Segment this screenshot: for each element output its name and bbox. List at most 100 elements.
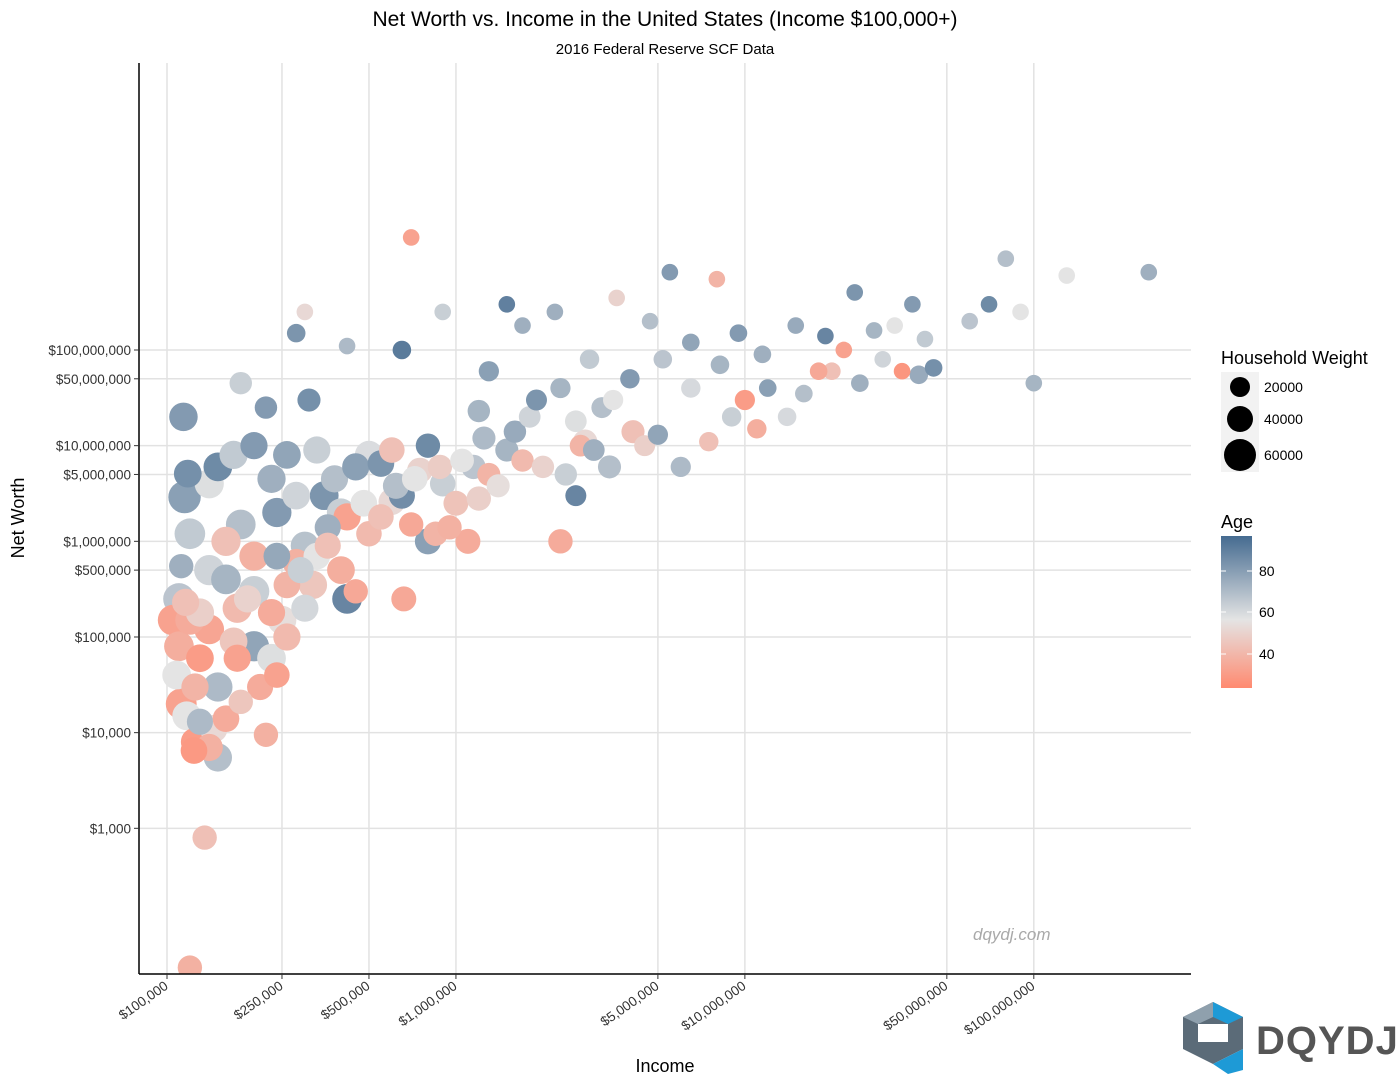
household-point xyxy=(186,644,214,673)
household-point xyxy=(264,662,290,688)
household-point xyxy=(603,389,624,411)
y-tick-label: $500,000 xyxy=(75,563,131,578)
household-point xyxy=(257,598,286,627)
logo-cube-icon xyxy=(1183,1002,1243,1074)
household-point xyxy=(865,322,883,339)
household-point xyxy=(579,349,600,369)
household-point xyxy=(286,323,306,343)
size-legend-label-3: 60000 xyxy=(1264,447,1303,463)
household-point xyxy=(710,355,730,375)
household-point xyxy=(546,303,564,321)
household-point xyxy=(514,317,531,334)
watermark: dqydj.com xyxy=(973,925,1050,944)
household-point xyxy=(450,448,474,473)
household-point xyxy=(392,340,412,360)
household-point xyxy=(338,337,356,355)
size-legend-label-2: 40000 xyxy=(1264,411,1303,427)
household-point xyxy=(443,490,469,516)
household-point xyxy=(437,515,462,540)
household-point xyxy=(550,377,571,399)
household-point xyxy=(721,407,742,427)
household-point xyxy=(223,644,251,672)
age-color-bar xyxy=(1221,536,1252,688)
household-point xyxy=(342,453,370,481)
y-tick-label: $1,000 xyxy=(90,821,131,836)
x-tick-label: $100,000,000 xyxy=(961,978,1037,1038)
household-point xyxy=(641,312,659,330)
household-point xyxy=(212,705,240,733)
y-tick-label: $50,000,000 xyxy=(56,372,131,387)
x-tick-label: $250,000 xyxy=(231,978,286,1023)
household-point xyxy=(681,333,700,352)
household-point xyxy=(314,532,341,559)
household-point xyxy=(228,689,253,715)
household-point xyxy=(835,341,853,359)
household-point xyxy=(402,229,420,246)
household-point xyxy=(455,528,481,554)
household-point xyxy=(823,362,841,381)
household-point xyxy=(699,431,719,452)
household-point xyxy=(809,362,828,381)
household-point xyxy=(747,419,767,439)
x-axis-ticks: $100,000 $250,000 $500,000 $1,000,000 $5,000… xyxy=(116,974,1038,1038)
x-tick-label: $5,000,000 xyxy=(598,978,662,1029)
size-legend: Household Weight 20000 40000 60000 xyxy=(1221,348,1368,472)
chart-title: Net Worth vs. Income in the United State… xyxy=(373,8,958,31)
household-point xyxy=(503,420,527,443)
household-point xyxy=(434,303,452,321)
household-point xyxy=(287,557,314,584)
household-point xyxy=(262,497,292,528)
household-point xyxy=(787,317,805,334)
household-point xyxy=(164,631,194,662)
household-point xyxy=(229,371,252,395)
household-point xyxy=(564,410,587,433)
household-point xyxy=(240,432,268,460)
household-point xyxy=(608,289,625,307)
y-tick-label: $1,000,000 xyxy=(63,534,131,549)
age-legend-label-80: 80 xyxy=(1259,563,1275,579)
data-points xyxy=(157,229,1158,974)
grid xyxy=(139,63,1191,974)
dqydj-logo: DQYDJ xyxy=(1183,1002,1398,1074)
household-point xyxy=(297,388,321,412)
household-point xyxy=(1025,374,1043,392)
household-point xyxy=(486,474,510,498)
size-legend-marker-3 xyxy=(1224,439,1256,471)
household-point xyxy=(398,512,424,537)
household-point xyxy=(343,579,368,604)
x-tick-label: $10,000,000 xyxy=(678,978,748,1033)
household-point xyxy=(181,673,209,701)
household-point xyxy=(961,312,979,330)
household-point xyxy=(254,396,278,419)
household-point xyxy=(893,362,911,380)
household-point xyxy=(777,407,797,427)
household-point xyxy=(472,426,496,450)
household-point xyxy=(186,708,213,735)
x-tick-label: $50,000,000 xyxy=(880,978,950,1033)
y-axis-ticks: $1,000 $10,000 $100,000 $500,000 $1,000,000 $… xyxy=(48,343,139,836)
household-point xyxy=(466,486,492,511)
household-point xyxy=(291,594,319,622)
household-point xyxy=(582,439,605,461)
chart-subtitle: 2016 Federal Reserve SCF Data xyxy=(556,41,775,58)
household-point xyxy=(1140,263,1158,281)
household-point xyxy=(548,529,573,554)
household-point xyxy=(296,303,314,321)
household-point xyxy=(846,284,864,301)
x-tick-label: $1,000,000 xyxy=(396,978,460,1029)
y-tick-label: $100,000,000 xyxy=(48,343,131,358)
age-legend: Age 80 60 40 xyxy=(1221,512,1275,688)
household-point xyxy=(886,317,903,334)
household-point xyxy=(467,399,491,423)
household-point xyxy=(1012,303,1029,321)
household-point xyxy=(172,588,200,616)
household-point xyxy=(391,586,417,612)
household-point xyxy=(478,361,499,382)
household-point xyxy=(257,464,286,493)
household-point xyxy=(795,384,813,403)
household-point xyxy=(661,263,679,281)
household-point xyxy=(597,455,622,479)
household-point xyxy=(997,250,1015,268)
household-point xyxy=(681,378,701,398)
y-axis-title: Net Worth xyxy=(8,478,28,559)
